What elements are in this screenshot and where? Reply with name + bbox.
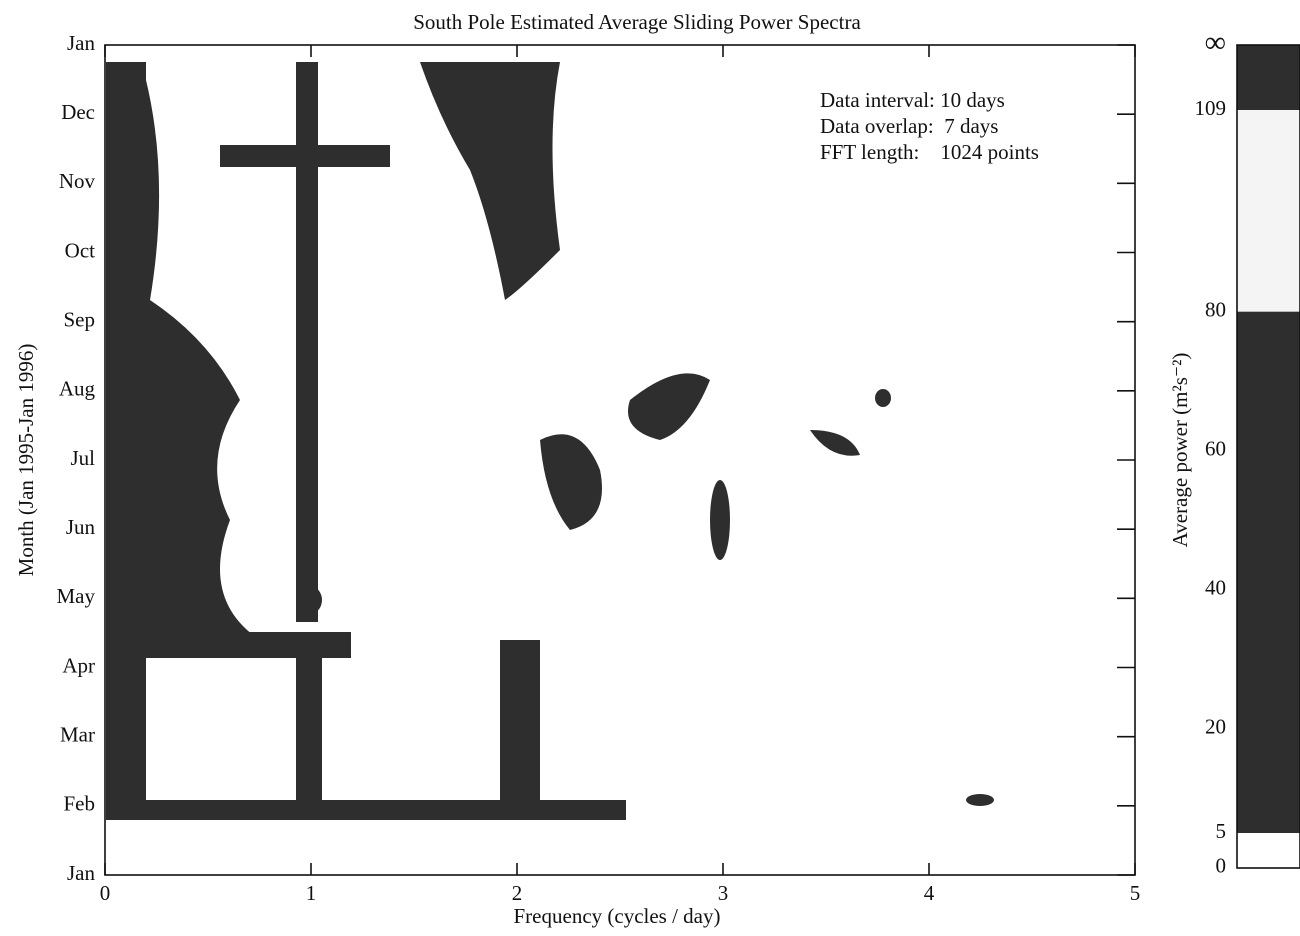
colorbar-band [1237, 110, 1300, 312]
y-tick-label: Jul [70, 446, 95, 470]
annotation: Data interval: 10 days [820, 88, 1005, 112]
colorbar-tick-label: 5 [1216, 819, 1227, 843]
y-tick-label: Dec [61, 100, 95, 124]
x-tick-label: 1 [306, 881, 317, 905]
x-tick-label: 4 [924, 881, 935, 905]
colorbar-tick-label: 80 [1205, 297, 1226, 321]
x-tick-label: 2 [512, 881, 523, 905]
y-tick-label: Apr [62, 653, 95, 677]
chart-title: South Pole Estimated Average Sliding Pow… [413, 10, 861, 34]
colorbar-tick-label: 60 [1205, 436, 1226, 460]
annotation: FFT length: 1024 points [820, 140, 1039, 164]
colorbar-tick-label: 109 [1195, 96, 1227, 120]
y-tick-label: Sep [64, 307, 96, 331]
x-axis-label: Frequency (cycles / day) [514, 904, 721, 928]
y-tick-label: Jan [67, 861, 95, 885]
colorbar-top-label: ∞ [1205, 26, 1226, 59]
annotation: Data overlap: 7 days [820, 114, 998, 138]
y-tick-label: May [57, 584, 96, 608]
colorbar-label: Average power (m²s⁻²) [1168, 353, 1192, 548]
y-tick-label: Aug [59, 377, 96, 401]
plot-frame [104, 44, 1136, 876]
colorbar-tick-label: 20 [1205, 715, 1226, 739]
y-tick-label: Feb [64, 792, 96, 816]
x-tick-label: 3 [718, 881, 729, 905]
colorbar-band [1237, 833, 1300, 868]
y-tick-label: Jan [67, 31, 95, 55]
colorbar-band [1237, 45, 1300, 110]
colorbar-frame [1236, 44, 1300, 869]
x-tick-label: 5 [1130, 881, 1141, 905]
contour-regions [106, 62, 994, 820]
x-tick-label: 0 [100, 881, 111, 905]
y-tick-label: Oct [65, 238, 95, 262]
y-tick-label: Nov [59, 169, 96, 193]
colorbar-tick-label: 0 [1216, 854, 1227, 878]
y-axis-label: Month (Jan 1995-Jan 1996) [14, 344, 38, 577]
y-tick-label: Mar [60, 722, 95, 746]
colorbar-band [1237, 311, 1300, 833]
colorbar-tick-label: 40 [1205, 575, 1226, 599]
y-tick-label: Jun [66, 515, 96, 539]
